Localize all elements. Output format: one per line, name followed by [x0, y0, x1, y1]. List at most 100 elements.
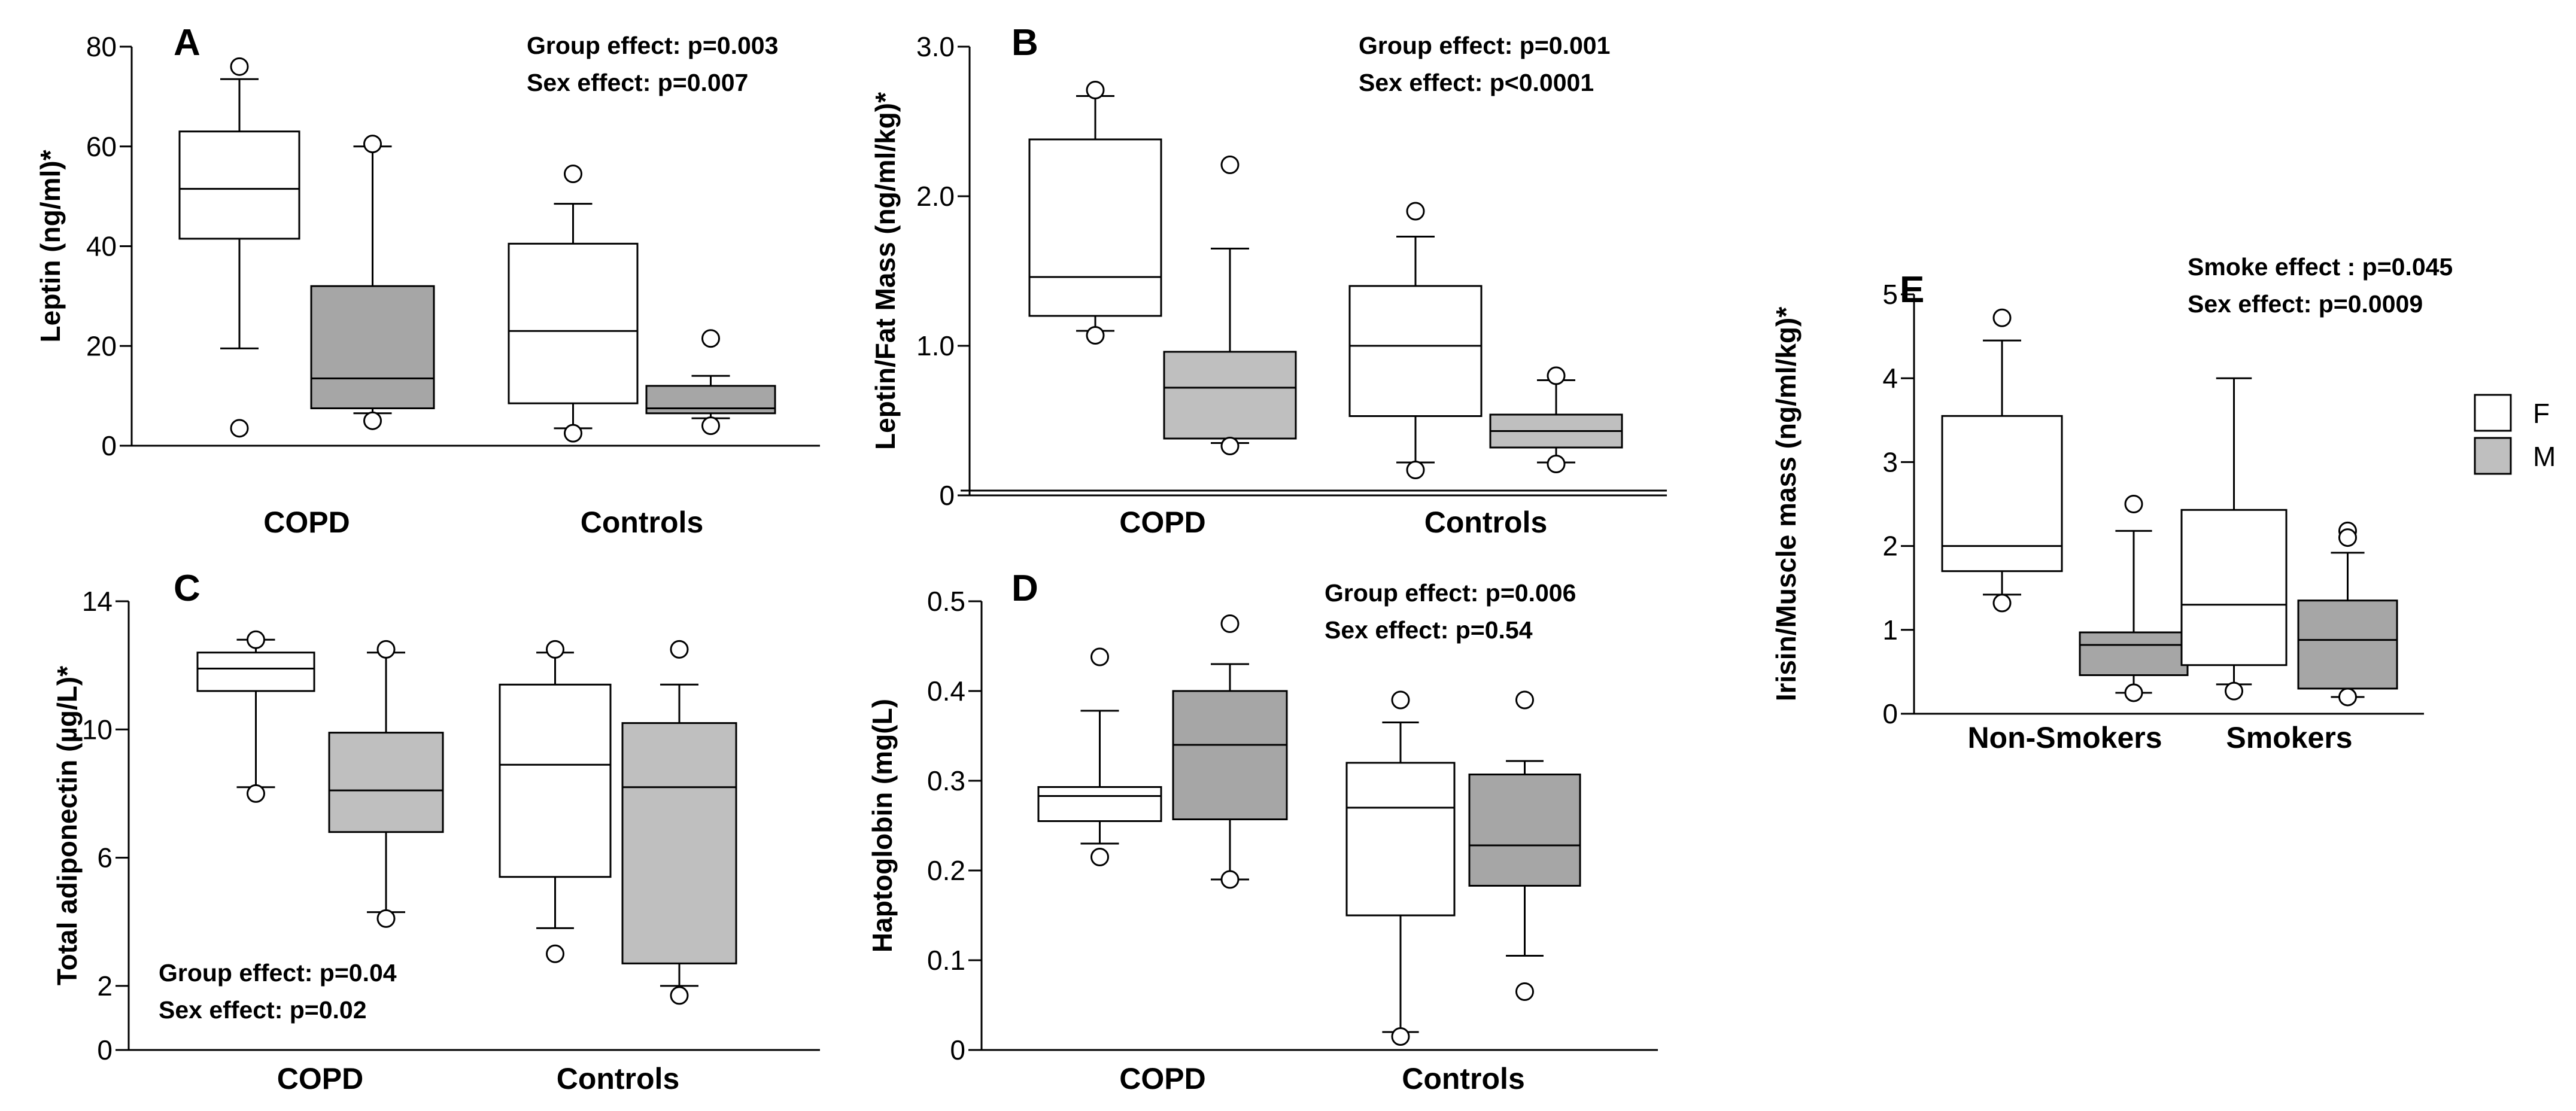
panel-b: 0 1.0 2.0 3.0 Leptin/Fat Mass (ng/ml/kg)* B Gr…	[870, 22, 1667, 539]
box-iqr	[1172, 690, 1288, 820]
box-iqr	[1941, 415, 2063, 573]
outlier-point	[247, 630, 265, 649]
outlier-point	[230, 419, 249, 438]
outlier-point	[2225, 681, 2243, 701]
stat-annotation: Group effect: p=0.001	[1359, 32, 1610, 59]
y-axis-label: Leptin (ng/ml)*	[35, 150, 66, 342]
x-category-label: Non-Smokers	[1967, 721, 2162, 754]
box-iqr	[1037, 786, 1162, 822]
stat-annotation: Group effect: p=0.003	[527, 32, 778, 59]
box-controls-m	[1489, 366, 1623, 473]
y-tick-label: 2	[97, 970, 113, 1002]
stat-annotation: Sex effect: p=0.02	[159, 996, 367, 1024]
y-tick-label: 0.3	[927, 765, 965, 796]
box-controls-m	[645, 329, 776, 436]
y-tick-label: 1	[1882, 614, 1898, 646]
box-non-smokers-f	[1941, 308, 2063, 613]
y-tick-label: 6	[97, 842, 113, 873]
y-tick-label: 80	[86, 31, 117, 62]
box-non-smokers-m	[2079, 495, 2189, 702]
x-category-label: Controls	[581, 506, 704, 539]
box-iqr	[2297, 599, 2398, 690]
stat-annotation: Sex effect: p=0.007	[527, 69, 748, 96]
legend: FM	[2474, 394, 2556, 475]
y-axis-label: Irisin/Muscle mass (ng/ml/kg)*	[1770, 307, 1802, 702]
y-tick-label: 2.0	[916, 181, 955, 212]
y-tick-label: 0.2	[927, 855, 965, 886]
outlier-point	[670, 986, 689, 1005]
y-tick-label: 3.0	[916, 31, 955, 62]
outlier-point	[1086, 81, 1105, 99]
outlier-point	[1547, 366, 1566, 385]
outlier-point	[1086, 326, 1105, 345]
y-tick-label: 0.1	[927, 945, 965, 976]
box-iqr	[196, 652, 315, 692]
panel-letter: D	[1011, 568, 1038, 609]
panel-d: 0 0.1 0.2 0.3 0.4 0.5 Haptoglobin (mg(L) D Group…	[867, 568, 1658, 1095]
outlier-point	[2124, 495, 2143, 513]
box-controls-f	[1345, 690, 1456, 1046]
outlier-point	[1220, 437, 1240, 455]
legend-label: F	[2533, 398, 2550, 429]
y-tick-label: 10	[82, 714, 113, 745]
panel-letter: C	[174, 568, 201, 609]
y-tick-label: 0	[101, 430, 117, 461]
box-copd-f	[1037, 647, 1162, 866]
y-axis-label: Total adiponectin (µg/L)*	[51, 666, 83, 985]
y-tick-label: 40	[86, 231, 117, 262]
y-tick-label: 0.4	[927, 675, 965, 707]
y-tick-label: 60	[86, 131, 117, 162]
outlier-point	[1406, 461, 1425, 479]
box-controls-m	[1468, 690, 1581, 1001]
outlier-point	[1547, 455, 1566, 473]
legend-swatch	[2474, 437, 2512, 475]
x-category-label: Controls	[1402, 1062, 1525, 1095]
legend-swatch	[2474, 394, 2512, 432]
outlier-point	[1515, 690, 1534, 710]
panel-e: 0 1 2 3 4 5 Irisin/Muscle mass (ng/ml/kg)* E Smo…	[1770, 253, 2453, 754]
panel-a: 0 20 40 60 80 Leptin (ng/ml)* A Group effect: p…	[35, 22, 820, 539]
outlier-point	[363, 135, 382, 154]
outlier-point	[1406, 202, 1425, 221]
outlier-point	[376, 909, 396, 928]
box-iqr	[178, 130, 300, 240]
box-iqr	[1028, 138, 1162, 317]
y-tick-label: 3	[1882, 446, 1898, 477]
box-iqr	[328, 732, 444, 833]
outlier-point	[1220, 870, 1240, 889]
x-category-label: Smokers	[2226, 721, 2352, 754]
outlier-point	[1992, 308, 2012, 327]
outlier-point	[2124, 683, 2143, 702]
outlier-point	[546, 640, 564, 659]
outlier-point	[1090, 848, 1109, 866]
box-iqr	[1345, 762, 1456, 917]
panel-letter: E	[1900, 269, 1924, 311]
box-iqr	[1163, 351, 1297, 440]
x-category-label: COPD	[1119, 1062, 1205, 1095]
stat-annotation: Sex effect: p=0.0009	[2188, 290, 2423, 318]
outlier-point	[1220, 614, 1240, 633]
box-iqr	[1348, 285, 1483, 417]
x-category-label: Controls	[557, 1062, 680, 1095]
outlier-point	[2338, 687, 2357, 707]
outlier-point	[1992, 593, 2012, 613]
x-category-label: COPD	[277, 1062, 363, 1095]
y-tick-label: 0	[950, 1034, 965, 1066]
box-controls-m	[621, 640, 737, 1005]
stat-annotation: Group effect: p=0.006	[1325, 579, 1576, 607]
y-axis-label: Haptoglobin (mg(L)	[867, 699, 898, 952]
outlier-point	[670, 640, 689, 659]
outlier-point	[564, 165, 582, 184]
outlier-point	[230, 57, 249, 76]
box-copd-f	[178, 57, 300, 438]
y-tick-label: 20	[86, 330, 117, 361]
box-iqr	[1468, 774, 1581, 887]
box-iqr	[508, 242, 639, 404]
box-copd-m	[310, 135, 435, 430]
outlier-point	[1090, 647, 1109, 666]
box-iqr	[621, 722, 737, 964]
box-iqr	[2079, 631, 2189, 677]
outlier-point	[1515, 982, 1534, 1001]
box-copd-m	[1163, 156, 1297, 455]
panel-letter: A	[174, 22, 201, 63]
